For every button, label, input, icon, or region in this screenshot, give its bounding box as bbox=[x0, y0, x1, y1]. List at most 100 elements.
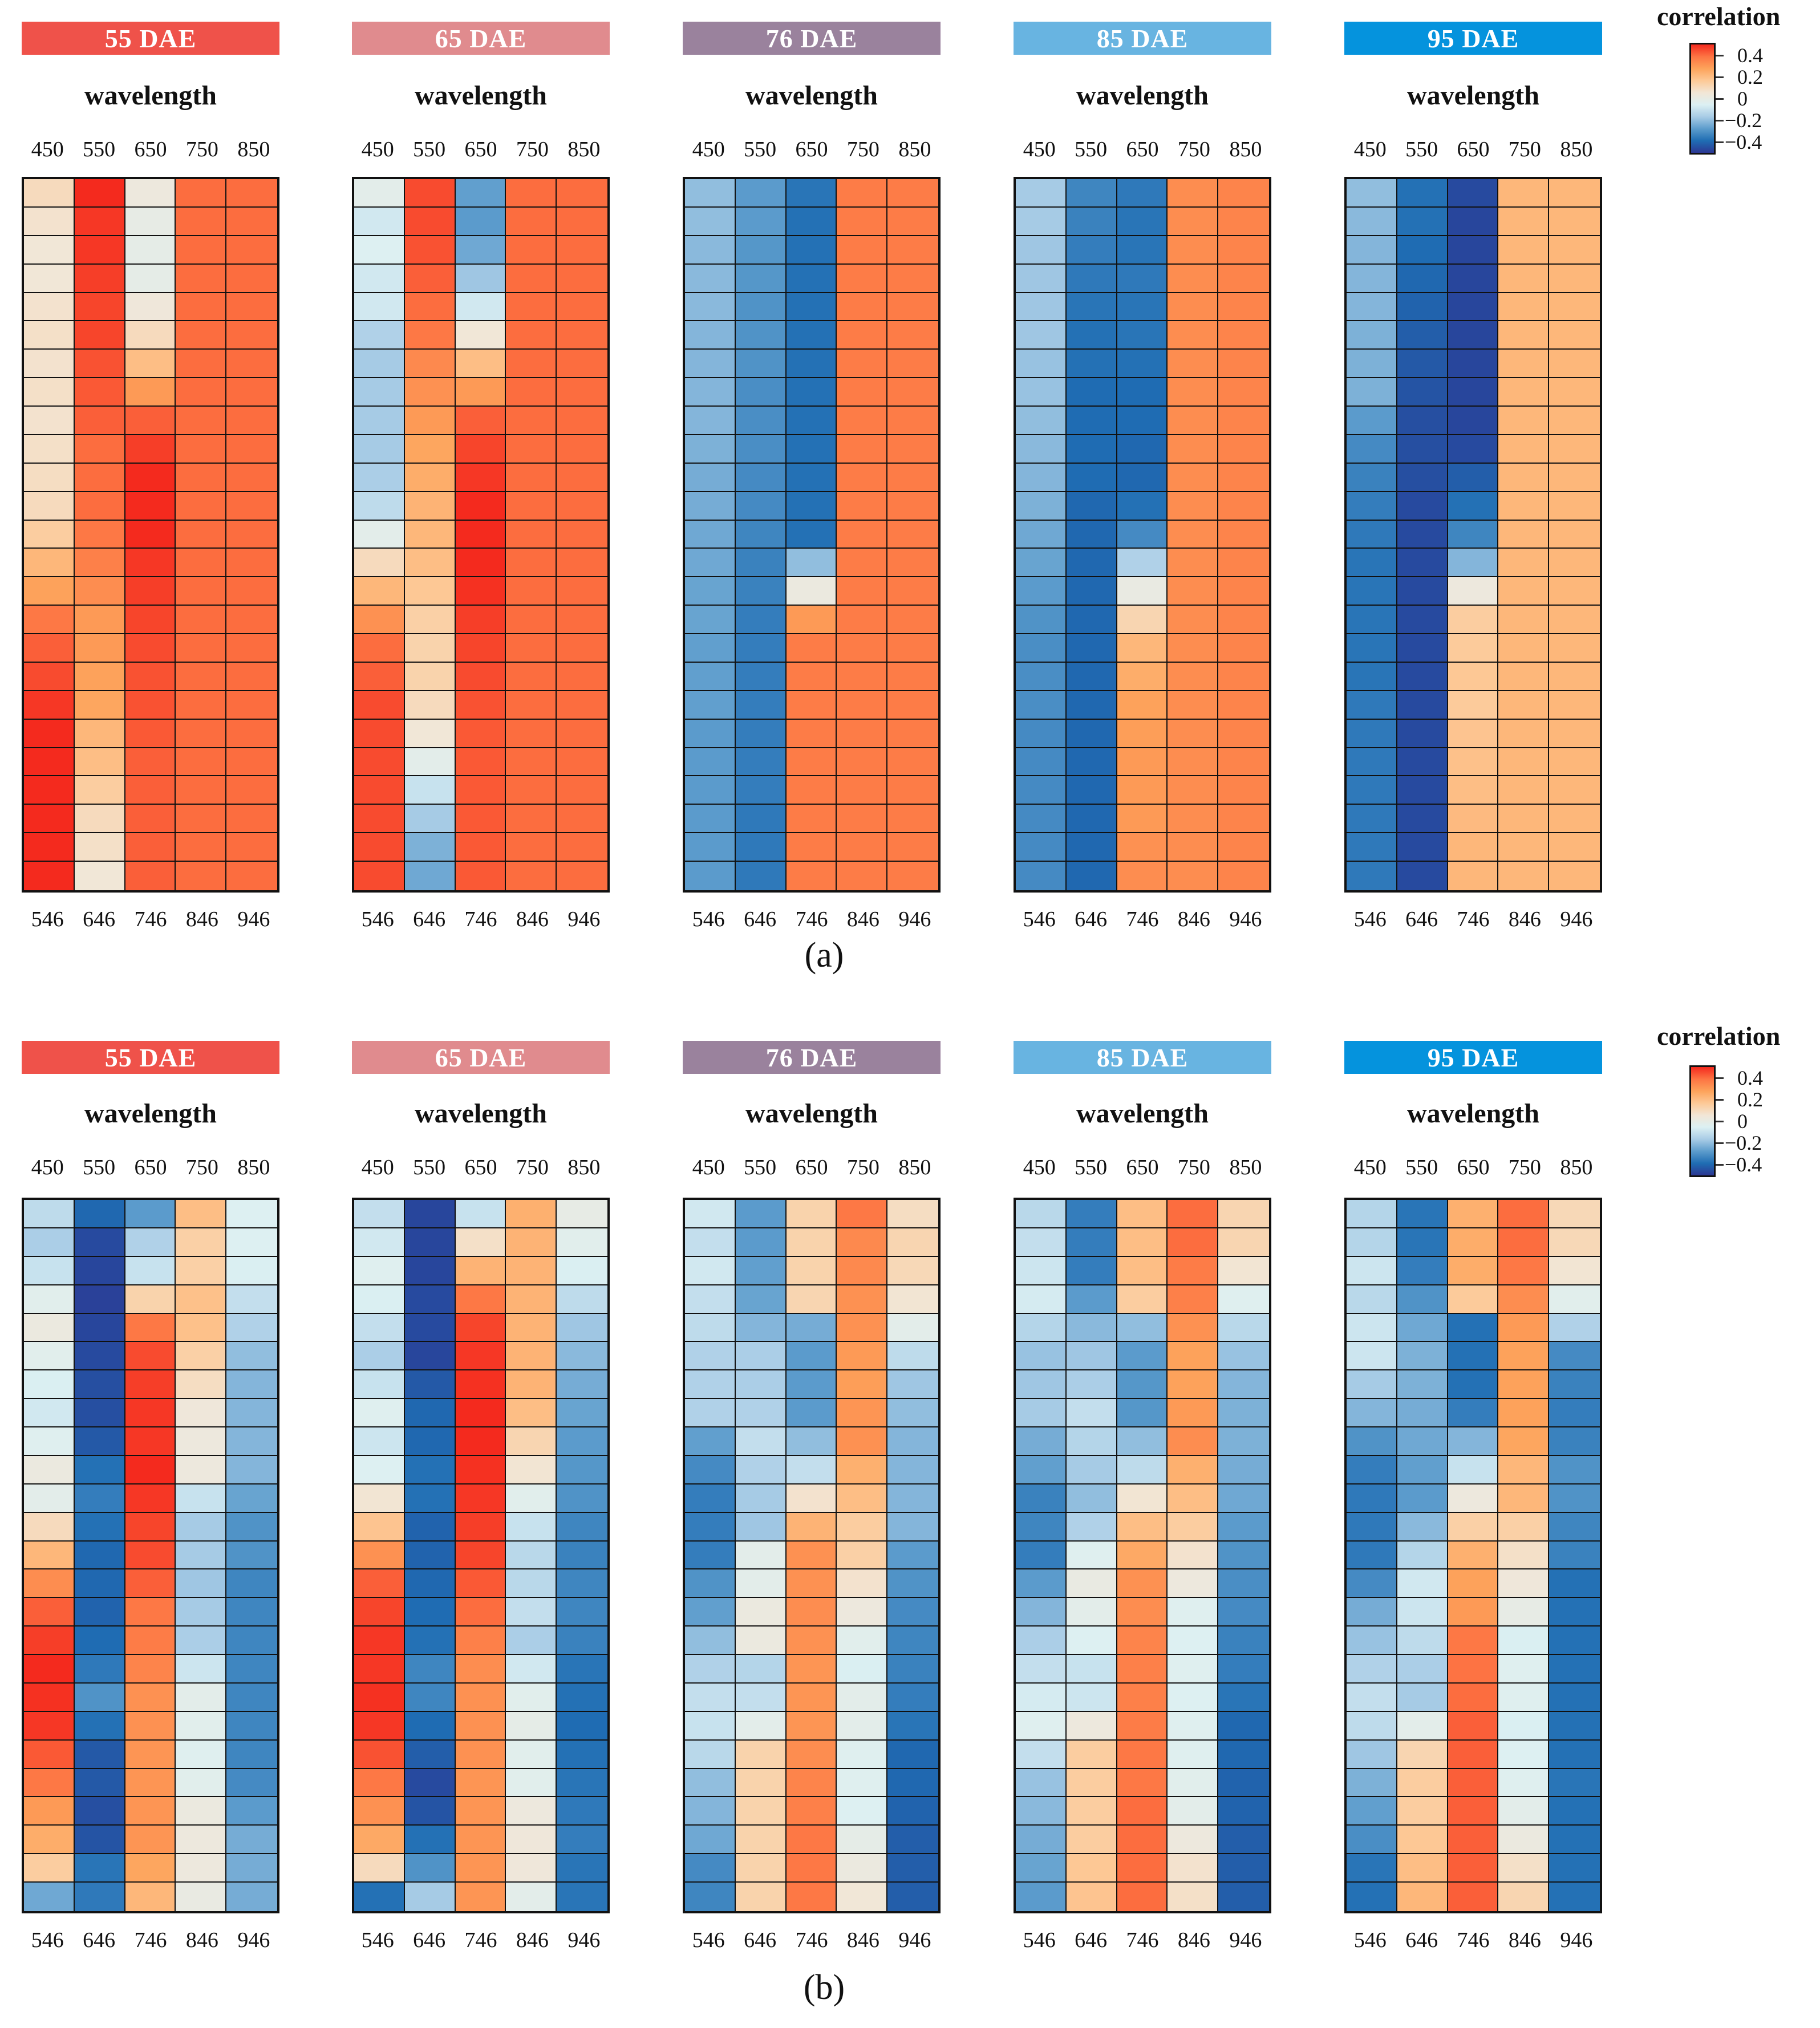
heatmap-cell bbox=[354, 264, 405, 293]
heatmap-cell bbox=[74, 1541, 125, 1570]
heatmap-cell bbox=[1549, 1200, 1600, 1228]
heatmap-cell bbox=[506, 748, 557, 777]
heatmap-cell bbox=[557, 549, 607, 578]
heatmap-cell bbox=[1066, 549, 1117, 578]
heatmap-cell bbox=[506, 1569, 557, 1599]
heatmap-cell bbox=[1397, 1512, 1448, 1542]
heatmap-cell bbox=[786, 1484, 837, 1513]
heatmap-cell bbox=[1218, 1797, 1269, 1826]
heatmap-cell bbox=[1448, 1826, 1499, 1855]
heatmap-cell bbox=[1168, 1854, 1219, 1883]
heatmap-cell bbox=[1218, 634, 1269, 663]
heatmap-cell bbox=[226, 1598, 277, 1627]
heatmap-cell bbox=[1397, 207, 1448, 236]
heatmap-cell bbox=[125, 1512, 176, 1542]
heatmap-cell bbox=[226, 1427, 277, 1456]
bottom-tick-labels: 546 646 746 846 946 bbox=[22, 907, 279, 932]
heatmap-cell bbox=[176, 691, 227, 720]
heatmap-cell bbox=[1397, 1228, 1448, 1257]
heatmap-cell bbox=[455, 1854, 506, 1883]
heatmap-cell bbox=[226, 1342, 277, 1371]
heatmap-cell bbox=[887, 492, 938, 521]
heatmap-cell bbox=[74, 805, 125, 834]
heatmap-cell bbox=[837, 1655, 888, 1684]
heatmap-cell bbox=[1117, 435, 1168, 464]
heatmap-cell bbox=[1016, 833, 1067, 862]
heatmap-cell bbox=[837, 1883, 888, 1911]
heatmap-cell bbox=[74, 435, 125, 464]
heatmap-cell bbox=[354, 549, 405, 578]
bottom-tick-label: 846 bbox=[846, 907, 879, 931]
heatmap-cell bbox=[1117, 1200, 1168, 1228]
heatmap-cell bbox=[24, 207, 75, 236]
colorbar-tick-label: 0 bbox=[1737, 1110, 1748, 1133]
heatmap-cell bbox=[1168, 1228, 1219, 1257]
bottom-tick-label: 646 bbox=[744, 907, 777, 931]
heatmap-cell bbox=[506, 1427, 557, 1456]
colorbar-tick bbox=[1716, 1077, 1724, 1079]
heatmap-cell bbox=[735, 1826, 787, 1855]
heatmap-cell bbox=[354, 1627, 405, 1656]
heatmap-cell bbox=[837, 1342, 888, 1371]
heatmap-cell bbox=[786, 1541, 837, 1570]
heatmap-cell bbox=[455, 350, 506, 379]
bottom-tick-label: 546 bbox=[692, 1928, 725, 1952]
heatmap-cell bbox=[1549, 236, 1600, 265]
heatmap-cell bbox=[226, 293, 277, 322]
heatmap-cell bbox=[506, 1797, 557, 1826]
heatmap-cell bbox=[735, 1711, 787, 1741]
heatmap-cell bbox=[24, 1683, 75, 1712]
heatmap-cell bbox=[837, 1797, 888, 1826]
heatmap-cell bbox=[404, 1740, 456, 1769]
heatmap-cell bbox=[1117, 634, 1168, 663]
heatmap-cell bbox=[176, 407, 227, 435]
heatmap-cell bbox=[1498, 1484, 1550, 1513]
heatmap-cell bbox=[1498, 1683, 1550, 1712]
heatmap-cell bbox=[1448, 236, 1499, 265]
heatmap-cell bbox=[354, 179, 405, 208]
heatmap-cell bbox=[226, 1627, 277, 1656]
heatmap-cell bbox=[176, 1711, 227, 1741]
top-tick-label: 450 bbox=[692, 137, 725, 161]
x-axis-title: wavelength bbox=[84, 80, 217, 111]
top-tick-labels: 450 550 650 750 850 bbox=[352, 1155, 610, 1180]
heatmap-grid bbox=[22, 1198, 279, 1913]
heatmap-cell bbox=[24, 1370, 75, 1400]
heatmap-cell bbox=[74, 207, 125, 236]
heatmap-cell bbox=[1168, 606, 1219, 635]
heatmap-cell bbox=[506, 691, 557, 720]
heatmap-cell bbox=[1498, 1313, 1550, 1342]
colorbar-tick bbox=[1716, 1164, 1724, 1166]
colorbar-tick bbox=[1716, 141, 1724, 143]
heatmap-cell bbox=[455, 805, 506, 834]
heatmap-cell bbox=[1218, 1285, 1269, 1314]
heatmap-cell bbox=[735, 1883, 787, 1911]
heatmap-cell bbox=[685, 776, 736, 805]
heatmap-cell bbox=[786, 1512, 837, 1542]
heatmap-cell bbox=[24, 435, 75, 464]
heatmap-cell bbox=[176, 1455, 227, 1485]
top-tick-label: 850 bbox=[898, 1155, 931, 1179]
heatmap-cell bbox=[226, 350, 277, 379]
heatmap-cell bbox=[176, 264, 227, 293]
heatmap-cell bbox=[1168, 776, 1219, 805]
heatmap-cell bbox=[125, 1200, 176, 1228]
heatmap-cell bbox=[557, 833, 607, 862]
heatmap-cell bbox=[1448, 1769, 1499, 1798]
heatmap-cell bbox=[1498, 321, 1550, 350]
heatmap-cell bbox=[685, 1854, 736, 1883]
heatmap-cell bbox=[1347, 1769, 1397, 1798]
heatmap-cell bbox=[1498, 719, 1550, 748]
heatmap-cell bbox=[1117, 1854, 1168, 1883]
heatmap-cell bbox=[887, 463, 938, 492]
heatmap-cell bbox=[685, 691, 736, 720]
heatmap-cell bbox=[455, 1399, 506, 1428]
heatmap-cell bbox=[1218, 1711, 1269, 1741]
heatmap-cell bbox=[74, 1399, 125, 1428]
heatmap-cell bbox=[685, 1342, 736, 1371]
heatmap-cell bbox=[506, 1541, 557, 1570]
heatmap-cell bbox=[404, 1569, 456, 1599]
heatmap-cell bbox=[735, 1683, 787, 1712]
heatmap-cell bbox=[24, 321, 75, 350]
heatmap-cell bbox=[354, 1313, 405, 1342]
